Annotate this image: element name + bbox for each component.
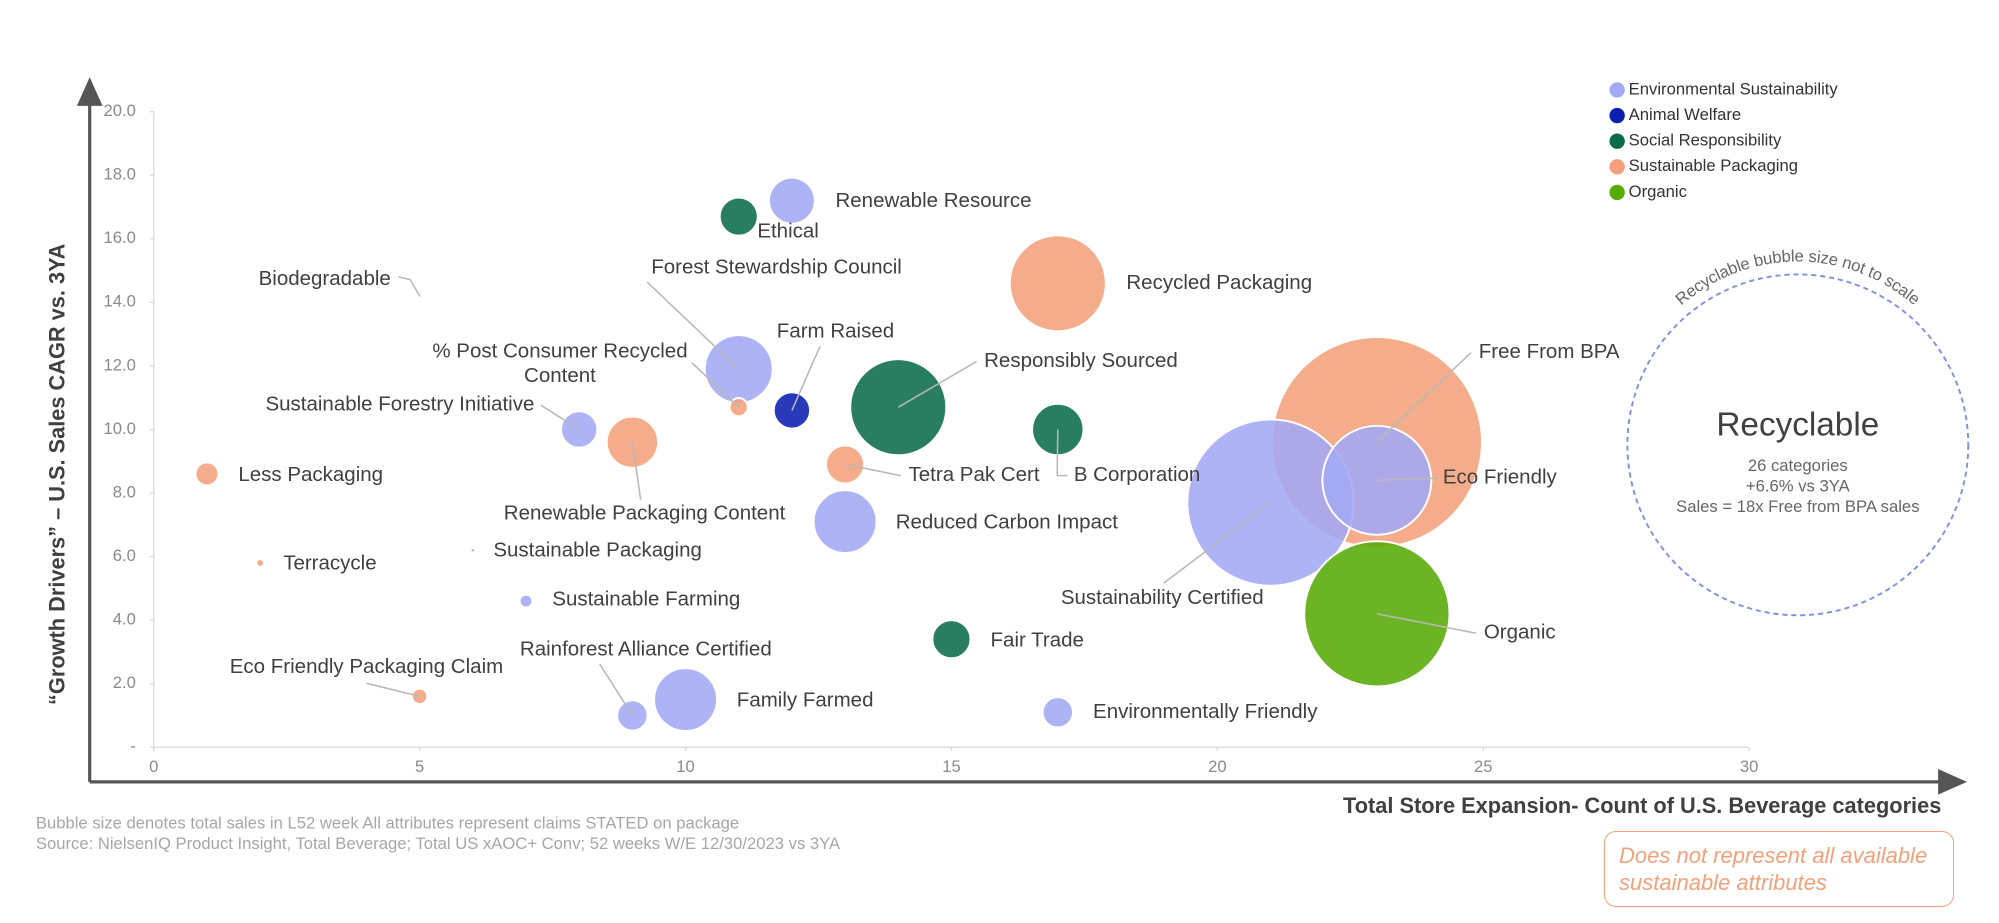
bubble — [812, 489, 878, 555]
legend-swatch — [1609, 159, 1625, 175]
x-tick-label: 25 — [1474, 757, 1493, 776]
bubble-label: Sustainable Farming — [552, 587, 740, 610]
bubble-label: Less Packaging — [238, 463, 383, 486]
x-tick-label: 0 — [149, 757, 158, 776]
bubble-label: Sustainable Forestry Initiative — [265, 393, 534, 416]
bubble-label: Tetra Pak Cert — [909, 463, 1040, 486]
footnote: Bubble size denotes total sales in L52 w… — [36, 814, 739, 833]
recyclable-outline — [1626, 273, 1970, 617]
legend-label: Organic — [1629, 182, 1687, 201]
bubble — [767, 176, 816, 225]
bubble — [471, 548, 475, 552]
labels: Renewable Resource Forest Stewardship Cou… — [230, 189, 1620, 723]
y-tick-label: 14.0 — [103, 292, 135, 311]
bubble — [194, 461, 220, 487]
x-tick-label: 20 — [1208, 757, 1227, 776]
bubble-label-box: % Post Consumer Recycled Content — [432, 341, 688, 388]
y-tick-label: - — [130, 737, 136, 756]
bubble — [653, 667, 718, 732]
legend-label: Environmental Sustainability — [1629, 79, 1839, 98]
bubble-label: Renewable Resource — [835, 189, 1031, 212]
bubble-label: Terracycle — [283, 551, 376, 574]
legend-swatch — [1609, 82, 1625, 98]
y-tick-label: 10.0 — [103, 419, 135, 438]
bubble-label: Forest Stewardship Council — [651, 255, 902, 278]
bubble-label: Eco Friendly — [1443, 466, 1558, 489]
x-tick-label: 30 — [1740, 757, 1759, 776]
leader-line — [1376, 477, 1438, 482]
y-tick-label: 6.0 — [113, 546, 136, 565]
bubble — [605, 415, 660, 469]
leader-line — [844, 463, 901, 477]
bubble-label: Environmentally Friendly — [1093, 700, 1318, 723]
recyclable-line: 26 categories — [1748, 456, 1848, 475]
bubble-label: Ethical — [757, 220, 819, 243]
leader-line — [398, 276, 421, 297]
bubble-label: Farm Raised — [777, 319, 894, 342]
legend-swatch — [1609, 107, 1625, 124]
legend-label: Social Responsibility — [1629, 131, 1782, 150]
bubble — [518, 593, 534, 609]
bubble-label: Reduced Carbon Impact — [896, 510, 1119, 533]
leader-line — [1056, 429, 1068, 477]
y-tick-label: 12.0 — [103, 355, 135, 374]
leader-line — [897, 360, 977, 408]
legend-label: Animal Welfare — [1629, 105, 1742, 124]
bubble — [718, 196, 759, 237]
y-tick-label: 18.0 — [103, 165, 135, 184]
bubble — [825, 444, 866, 485]
bubble — [255, 558, 265, 568]
bubble — [931, 619, 972, 660]
y-tick-label: 4.0 — [113, 610, 136, 629]
leader-line — [1376, 613, 1477, 634]
bubble-label: Fair Trade — [991, 628, 1084, 651]
leader-line — [1163, 501, 1271, 584]
legend-label: Sustainable Packaging — [1629, 156, 1798, 175]
leader-line — [366, 682, 420, 698]
y-tick-label: 2.0 — [113, 673, 136, 692]
recyclable-line: +6.6% vs 3YA — [1746, 477, 1851, 496]
bubble-label: Free From BPA — [1479, 340, 1620, 363]
leader-line — [540, 404, 580, 431]
bubble-label: Sustainability Certified — [1061, 586, 1264, 609]
legend-swatch — [1609, 133, 1625, 149]
bubble-label: Organic — [1484, 621, 1556, 644]
y-tick-label: 8.0 — [113, 482, 136, 501]
bubble-label: Rainforest Alliance Certified — [520, 637, 772, 660]
x-tick-label: 15 — [942, 757, 961, 776]
leader-line — [631, 442, 642, 501]
recyclable-line: Sales = 18x Free from BPA sales — [1676, 497, 1919, 516]
bubble-label: Responsibly Sourced — [984, 349, 1178, 372]
x-axis-label: Total Store Expansion- Count of U.S. Bev… — [1343, 793, 1941, 818]
leader-line — [646, 281, 740, 370]
bubble — [1008, 234, 1107, 333]
y-axis-label: “Growth Drivers” – U.S. Sales CAGR vs. 3… — [45, 243, 70, 705]
footnote: Source: NielsenIQ Product Insight, Total… — [36, 834, 841, 853]
bubble-label: Biodegradable — [259, 267, 391, 290]
leader-line — [691, 362, 740, 408]
recyclable-title: Recyclable — [1716, 407, 1879, 444]
y-tick-label: 20.0 — [103, 101, 135, 120]
bubble-label: Renewable Packaging Content — [504, 501, 786, 524]
bubbles — [194, 176, 1483, 732]
leader-line — [599, 663, 634, 716]
bubble-label: Eco Friendly Packaging Claim — [230, 655, 503, 678]
bubble-label: B Corporation — [1074, 463, 1200, 486]
bubble-label: Sustainable Packaging — [493, 539, 702, 562]
x-tick-label: 5 — [415, 757, 424, 776]
y-tick-label: 16.0 — [103, 228, 135, 247]
leader-line — [1376, 352, 1472, 443]
note-box: Does not represent all available sustain… — [1604, 831, 1954, 907]
x-tick-label: 10 — [676, 757, 695, 776]
bubble-label: Family Farmed — [737, 689, 874, 712]
bubble-label: Recycled Packaging — [1126, 271, 1312, 294]
legend-swatch — [1609, 184, 1625, 201]
bubble-label: % Post Consumer Recycled Content — [432, 341, 688, 388]
leader-line — [791, 345, 821, 411]
bubble — [1041, 696, 1074, 729]
